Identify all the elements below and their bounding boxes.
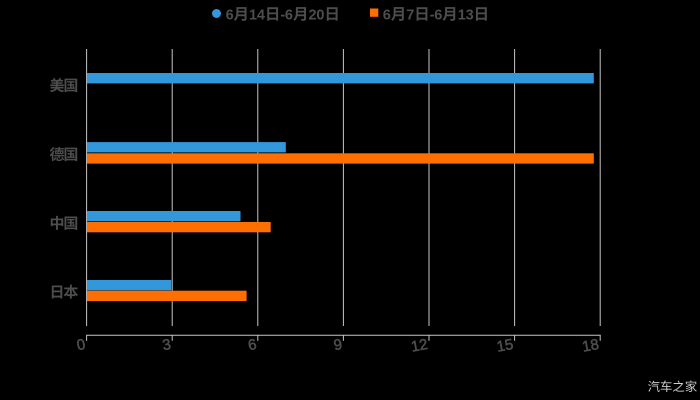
svg-text:6: 6 (226, 8, 234, 24)
svg-text:14: 14 (249, 8, 265, 24)
svg-text:0: 0 (76, 336, 87, 354)
svg-text:-6: -6 (280, 8, 293, 24)
svg-text:20: 20 (309, 8, 325, 24)
svg-text:15: 15 (495, 336, 514, 356)
svg-text:18: 18 (581, 336, 600, 356)
svg-text:6: 6 (383, 8, 391, 24)
svg-text:12: 12 (410, 336, 429, 356)
svg-text:-6: -6 (430, 8, 443, 24)
svg-text:6: 6 (247, 336, 258, 354)
svg-text:7: 7 (406, 8, 414, 24)
svg-text:3: 3 (161, 336, 172, 354)
svg-text:9: 9 (332, 336, 343, 354)
svg-text:13: 13 (458, 8, 474, 24)
